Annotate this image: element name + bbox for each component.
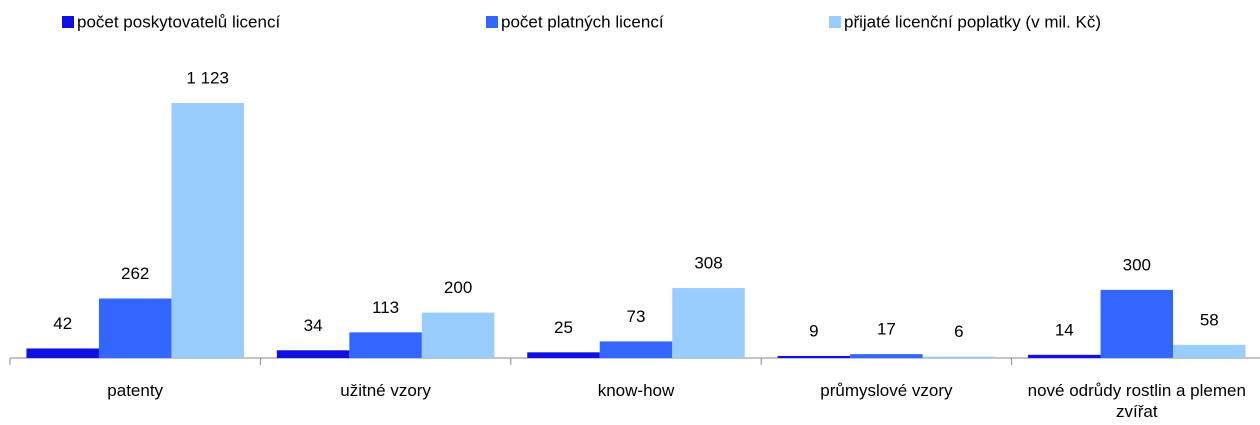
bar (672, 288, 745, 358)
data-label: 73 (627, 307, 646, 326)
legend-label: počet platných licencí (501, 12, 664, 31)
legend-swatch (486, 16, 498, 28)
data-label: 42 (53, 314, 72, 333)
x-tick-label: patenty (107, 381, 164, 400)
legend-label: počet poskytovatelů licencí (77, 12, 280, 31)
data-label: 308 (694, 254, 722, 273)
bar (527, 352, 600, 358)
data-label: 6 (954, 322, 963, 341)
bar (26, 348, 99, 358)
bar (777, 355, 851, 358)
bar (98, 298, 172, 358)
data-label: 262 (121, 264, 149, 283)
bar (349, 332, 422, 358)
bar (421, 312, 495, 358)
x-tick-label: know-how (597, 381, 675, 400)
data-label: 113 (372, 298, 399, 317)
bar (599, 341, 673, 358)
bar (922, 356, 996, 358)
bar (850, 354, 923, 358)
data-label: 34 (304, 316, 323, 335)
data-label: 200 (444, 278, 472, 297)
bar (171, 103, 244, 358)
bar (1100, 289, 1174, 358)
legend-swatch (829, 16, 841, 28)
data-label: 25 (554, 318, 573, 337)
x-tick-label: průmyslové vzory (820, 381, 953, 400)
data-label: 1 123 (186, 68, 229, 87)
x-tick-label: užitné vzory (340, 381, 431, 400)
bar (1173, 344, 1246, 358)
data-label: 14 (1055, 320, 1074, 339)
data-label: 17 (877, 320, 896, 339)
data-label: 9 (809, 321, 818, 340)
legend-label: přijaté licenční poplatky (v mil. Kč) (844, 12, 1101, 31)
bar (1028, 354, 1101, 358)
data-label: 58 (1200, 310, 1219, 329)
bar (276, 350, 350, 358)
legend-swatch (62, 16, 74, 28)
x-tick-label: nové odrůdy rostlin a plemen zvířat (1027, 381, 1246, 421)
data-label: 300 (1123, 255, 1151, 274)
